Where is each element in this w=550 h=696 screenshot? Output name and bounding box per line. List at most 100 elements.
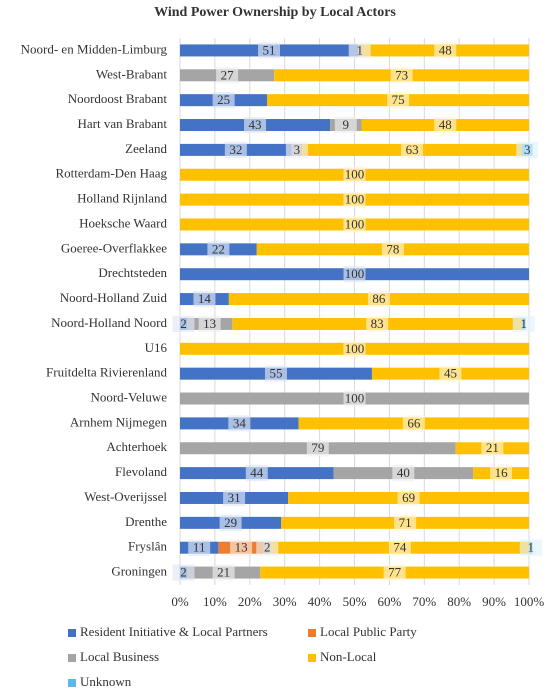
data-label: 16 — [495, 465, 509, 480]
data-label: 100 — [345, 167, 365, 182]
label-background — [198, 315, 221, 332]
label-background — [439, 365, 462, 382]
label-background — [223, 489, 246, 506]
label-background — [343, 340, 366, 357]
x-tick-label: 40% — [308, 594, 332, 609]
y-tick-label: Drechtsteden — [98, 265, 167, 280]
label-background — [519, 539, 542, 556]
legend-label: Non-Local — [320, 649, 377, 664]
label-background — [434, 117, 457, 134]
data-label: 43 — [249, 117, 262, 132]
label-background — [343, 216, 366, 233]
y-tick-label: West-Overijssel — [84, 489, 167, 504]
y-tick-label: Groningen — [111, 564, 167, 579]
y-tick-label: Noord-Veluwe — [90, 390, 167, 405]
data-label: 48 — [439, 117, 452, 132]
legend-label: Unknown — [80, 674, 132, 689]
x-tick-label: 90% — [482, 594, 506, 609]
y-tick-label: Noordoost Brabant — [68, 91, 168, 106]
legend-swatch — [68, 654, 76, 662]
label-background — [343, 191, 366, 208]
label-background — [334, 117, 357, 134]
data-label: 21 — [217, 565, 230, 580]
label-background — [367, 291, 390, 308]
data-label: 73 — [395, 67, 408, 82]
data-label: 45 — [444, 366, 457, 381]
data-label: 1 — [356, 42, 363, 57]
data-label: 78 — [386, 241, 399, 256]
data-label: 13 — [235, 540, 248, 555]
y-tick-label: Arnhem Nijmegen — [70, 414, 168, 429]
data-label: 13 — [203, 316, 216, 331]
data-label: 69 — [402, 490, 415, 505]
x-tick-label: 10% — [203, 594, 227, 609]
label-background — [434, 42, 457, 59]
label-background — [516, 141, 539, 158]
y-tick-label: Holland Rijnland — [77, 191, 167, 206]
data-label: 32 — [229, 142, 242, 157]
label-background — [481, 440, 504, 457]
data-label: 2 — [180, 565, 187, 580]
data-label: 2 — [264, 540, 271, 555]
label-background — [207, 241, 230, 258]
label-background — [219, 514, 242, 531]
legend-swatch — [308, 629, 316, 637]
label-background — [387, 92, 410, 109]
y-tick-label: Noord-Holland Zuid — [60, 290, 168, 305]
label-background — [216, 67, 239, 84]
label-background — [264, 365, 287, 382]
x-tick-label: 50% — [343, 594, 367, 609]
data-label: 71 — [399, 515, 412, 530]
data-label: 1 — [521, 316, 528, 331]
x-tick-label: 70% — [412, 594, 436, 609]
legend-label: Local Public Party — [320, 624, 417, 639]
data-label: 79 — [311, 440, 324, 455]
label-background — [212, 92, 235, 109]
data-label: 77 — [388, 565, 402, 580]
x-tick-label: 100% — [514, 594, 545, 609]
data-label: 100 — [345, 266, 365, 281]
y-tick-label: Hoeksche Waard — [79, 215, 167, 230]
label-background — [392, 465, 415, 482]
label-background — [188, 539, 211, 556]
label-background — [402, 415, 425, 432]
label-background — [348, 42, 371, 59]
data-label: 34 — [233, 415, 247, 430]
label-background — [343, 166, 366, 183]
data-label: 100 — [345, 391, 365, 406]
y-tick-label: Flevoland — [115, 464, 167, 479]
label-background — [343, 266, 366, 283]
data-label: 22 — [212, 241, 225, 256]
y-tick-label: Drenthe — [125, 514, 167, 529]
data-label: 63 — [406, 142, 419, 157]
label-background — [343, 390, 366, 407]
legend-swatch — [68, 629, 76, 637]
label-background — [394, 514, 417, 531]
data-label: 25 — [217, 92, 230, 107]
chart-title: Wind Power Ownership by Local Actors — [154, 5, 396, 20]
label-background — [390, 67, 413, 84]
label-background — [256, 539, 279, 556]
data-label: 100 — [345, 341, 365, 356]
data-label: 55 — [269, 366, 282, 381]
legend-label: Local Business — [80, 649, 159, 664]
y-tick-label: Achterhoek — [106, 439, 167, 454]
y-tick-label: Noord-Holland Noord — [51, 315, 167, 330]
label-background — [381, 241, 404, 258]
label-background — [244, 117, 267, 134]
x-tick-label: 20% — [238, 594, 262, 609]
label-background — [306, 440, 329, 457]
x-tick-label: 60% — [377, 594, 401, 609]
y-tick-label: Hart van Brabant — [77, 116, 167, 131]
x-tick-label: 80% — [447, 594, 471, 609]
data-label: 100 — [345, 216, 365, 231]
data-label: 51 — [262, 42, 275, 57]
data-label: 1 — [527, 540, 534, 555]
label-background — [401, 141, 424, 158]
y-tick-label: Fryslân — [128, 539, 168, 554]
data-label: 86 — [372, 291, 386, 306]
data-label: 66 — [407, 415, 421, 430]
label-background — [366, 315, 389, 332]
label-background — [397, 489, 420, 506]
